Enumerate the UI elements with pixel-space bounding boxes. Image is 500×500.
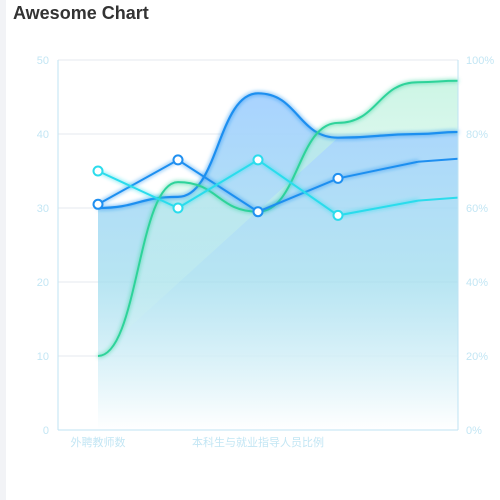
y-right-tick-label: 40% [466, 277, 488, 289]
y-left-tick-label: 10 [37, 351, 49, 363]
area-series-line [97, 92, 459, 210]
y-left-tick-label: 30 [37, 203, 49, 215]
x-tick-label: 本科生与就业指导人员比例 [192, 435, 324, 449]
green-series-fill [98, 80, 458, 356]
y-right-tick-label: 80% [466, 129, 488, 141]
y-left-tick-label: 50 [37, 55, 49, 67]
data-point [332, 209, 344, 221]
side-strip [0, 0, 6, 500]
data-point [332, 172, 344, 184]
data-point [172, 202, 184, 214]
series-line-tail [417, 157, 459, 163]
y-right-tick-label: 0% [466, 425, 482, 437]
data-point [92, 198, 104, 210]
data-point [252, 206, 264, 218]
chart-title: Awesome Chart [13, 3, 149, 23]
y-right-tick-label: 20% [466, 351, 488, 363]
series-line-tail [417, 196, 459, 202]
area-fill [98, 93, 458, 430]
y-left-tick-label: 40 [37, 129, 49, 141]
x-tick-label: 外聘教师数 [71, 435, 126, 449]
marker-layer [92, 154, 344, 221]
data-point [172, 154, 184, 166]
axis-layer: 0 10 20 30 40 50 0% 20% 40% 60% 80% 100% 外聘教师数 本科生与就业… [37, 55, 495, 449]
y-right-tick-label: 60% [466, 203, 488, 215]
y-left-tick-label: 0 [43, 425, 49, 437]
y-left-tick-label: 20 [37, 277, 49, 289]
data-point [92, 165, 104, 177]
area-layer [98, 80, 458, 430]
data-point [252, 154, 264, 166]
y-right-tick-label: 100% [466, 55, 494, 67]
